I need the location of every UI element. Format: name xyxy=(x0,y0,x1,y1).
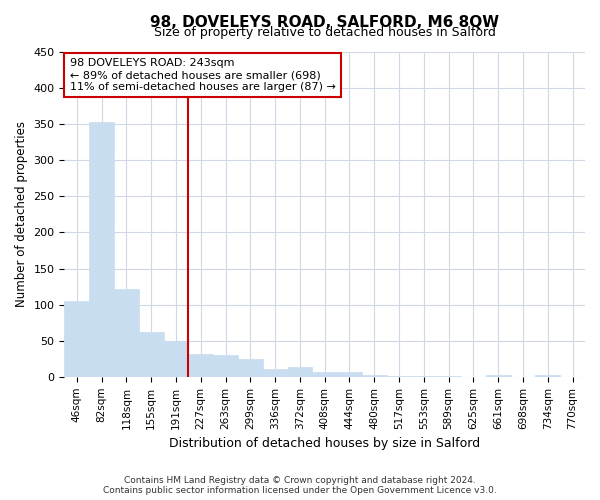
Bar xyxy=(238,359,263,377)
Bar xyxy=(114,290,139,377)
Bar xyxy=(139,332,164,377)
Bar xyxy=(412,376,436,377)
Y-axis label: Number of detached properties: Number of detached properties xyxy=(15,122,28,308)
Title: 98, DOVELEYS ROAD, SALFORD, M6 8QW: 98, DOVELEYS ROAD, SALFORD, M6 8QW xyxy=(150,15,499,30)
Text: Contains HM Land Registry data © Crown copyright and database right 2024.
Contai: Contains HM Land Registry data © Crown c… xyxy=(103,476,497,495)
Bar xyxy=(213,355,238,377)
Text: 98 DOVELEYS ROAD: 243sqm
← 89% of detached houses are smaller (698)
11% of semi-: 98 DOVELEYS ROAD: 243sqm ← 89% of detach… xyxy=(70,58,335,92)
X-axis label: Distribution of detached houses by size in Salford: Distribution of detached houses by size … xyxy=(169,437,480,450)
Bar xyxy=(337,372,362,377)
Bar xyxy=(535,374,560,377)
Bar xyxy=(64,301,89,377)
Bar xyxy=(313,372,337,377)
Bar xyxy=(436,376,461,377)
Text: Size of property relative to detached houses in Salford: Size of property relative to detached ho… xyxy=(154,26,496,39)
Bar xyxy=(263,369,287,377)
Bar xyxy=(386,376,412,377)
Bar xyxy=(362,374,386,377)
Bar xyxy=(486,374,511,377)
Bar xyxy=(188,354,213,377)
Bar xyxy=(89,122,114,377)
Bar xyxy=(287,366,313,377)
Bar xyxy=(164,342,188,377)
